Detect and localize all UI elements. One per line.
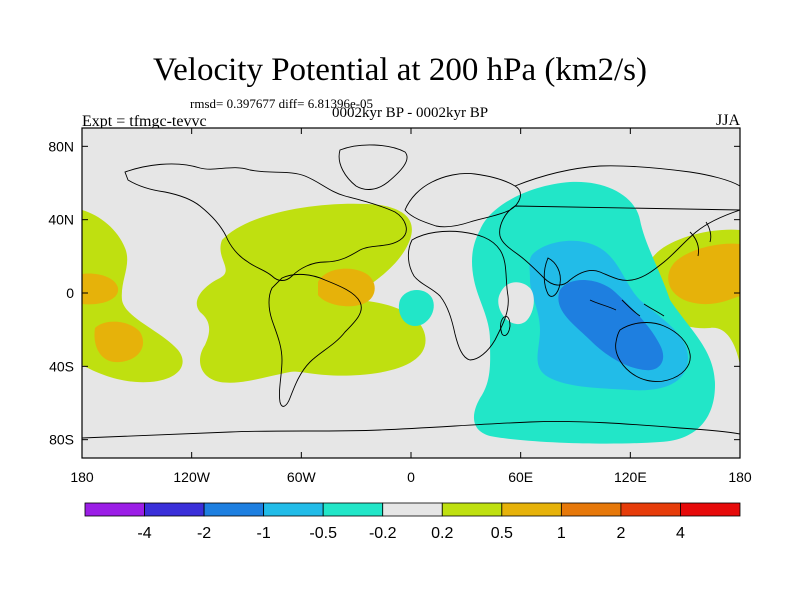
colorbar-label: -0.2: [369, 525, 397, 542]
coast-antarctica: [82, 421, 740, 439]
y-tick-label: 80N: [48, 138, 74, 154]
coast-india: [543, 257, 561, 297]
colorbar-label: -4: [137, 525, 151, 542]
coast-indonesia: [589, 299, 665, 317]
colorbar-label: -0.5: [309, 525, 337, 542]
colorbar-swatch: [203, 502, 265, 517]
contour-fields: [82, 181, 740, 444]
colorbar-swatch: [322, 502, 384, 517]
contour-negative-indian-core: [558, 280, 664, 371]
coast-japan: [689, 221, 712, 257]
contour-negative-south-atlantic: [398, 289, 434, 326]
colorbar-label: -2: [197, 525, 211, 542]
y-tick-label: 80S: [49, 432, 74, 448]
colorbar-label: 0.2: [431, 525, 453, 542]
colorbar-swatch: [620, 502, 681, 517]
experiment-label: Expt = tfmgc-tevvc: [82, 113, 207, 130]
y-tick-label: 40S: [49, 358, 74, 374]
x-tick-label: 120E: [614, 469, 647, 485]
colorbar: -4 -2 -1 -0.5 -0.2 0.2 0.5 1 2 4: [84, 502, 741, 542]
coast-north-america: [124, 163, 407, 281]
colorbar-swatch: [144, 502, 205, 517]
contour-positive-pacific-left-core-s: [94, 321, 144, 363]
stats-line: rmsd= 0.397677 diff= 6.81396e-05: [190, 96, 374, 111]
coast-africa: [407, 230, 509, 361]
colorbar-label: 2: [616, 525, 625, 542]
colorbar-swatch: [680, 502, 741, 517]
x-tick-label: 60W: [287, 469, 317, 485]
colorbar-swatch: [560, 502, 622, 517]
colorbar-label: 4: [676, 525, 685, 542]
season-label: JJA: [715, 112, 740, 129]
colorbar-swatch: [501, 502, 562, 517]
coast-madagascar: [500, 315, 511, 337]
x-tick-label: 180: [70, 469, 94, 485]
contour-positive-americas: [196, 203, 426, 383]
y-tick-label: 40N: [48, 212, 74, 228]
x-tick-label: 0: [407, 469, 415, 485]
x-tick-label: 120W: [173, 469, 210, 485]
colorbar-label: -1: [257, 525, 271, 542]
colorbar-swatch: [382, 502, 443, 517]
y-tick-label: 0: [66, 285, 74, 301]
coast-south-america: [268, 273, 362, 407]
coastlines: [82, 144, 740, 439]
coast-europe: [404, 173, 521, 228]
contour-positive-pacific-left-core-n: [82, 273, 119, 305]
colorbar-label: 0.5: [491, 525, 513, 542]
plot-title: Velocity Potential at 200 hPa (km2/s): [152, 52, 648, 88]
colorbar-swatch: [441, 502, 503, 517]
contour-positive-pacific-right-core: [668, 243, 740, 305]
contour-positive-brazil: [318, 268, 375, 307]
colorbar-swatch: [263, 502, 324, 517]
coast-greenland: [338, 144, 408, 190]
coast-australia: [615, 322, 691, 383]
period-label: 0002kyr BP - 0002kyr BP: [331, 105, 489, 121]
colorbar-label: 1: [557, 525, 566, 542]
x-tick-label: 180: [728, 469, 752, 485]
colorbar-swatch: [84, 502, 145, 517]
x-tick-label: 60E: [508, 469, 533, 485]
axis-ticks: 180 120W 60W 0 60E 120E 180 80N 40N 0 40S 80S: [48, 128, 752, 485]
coast-asia: [499, 165, 740, 286]
